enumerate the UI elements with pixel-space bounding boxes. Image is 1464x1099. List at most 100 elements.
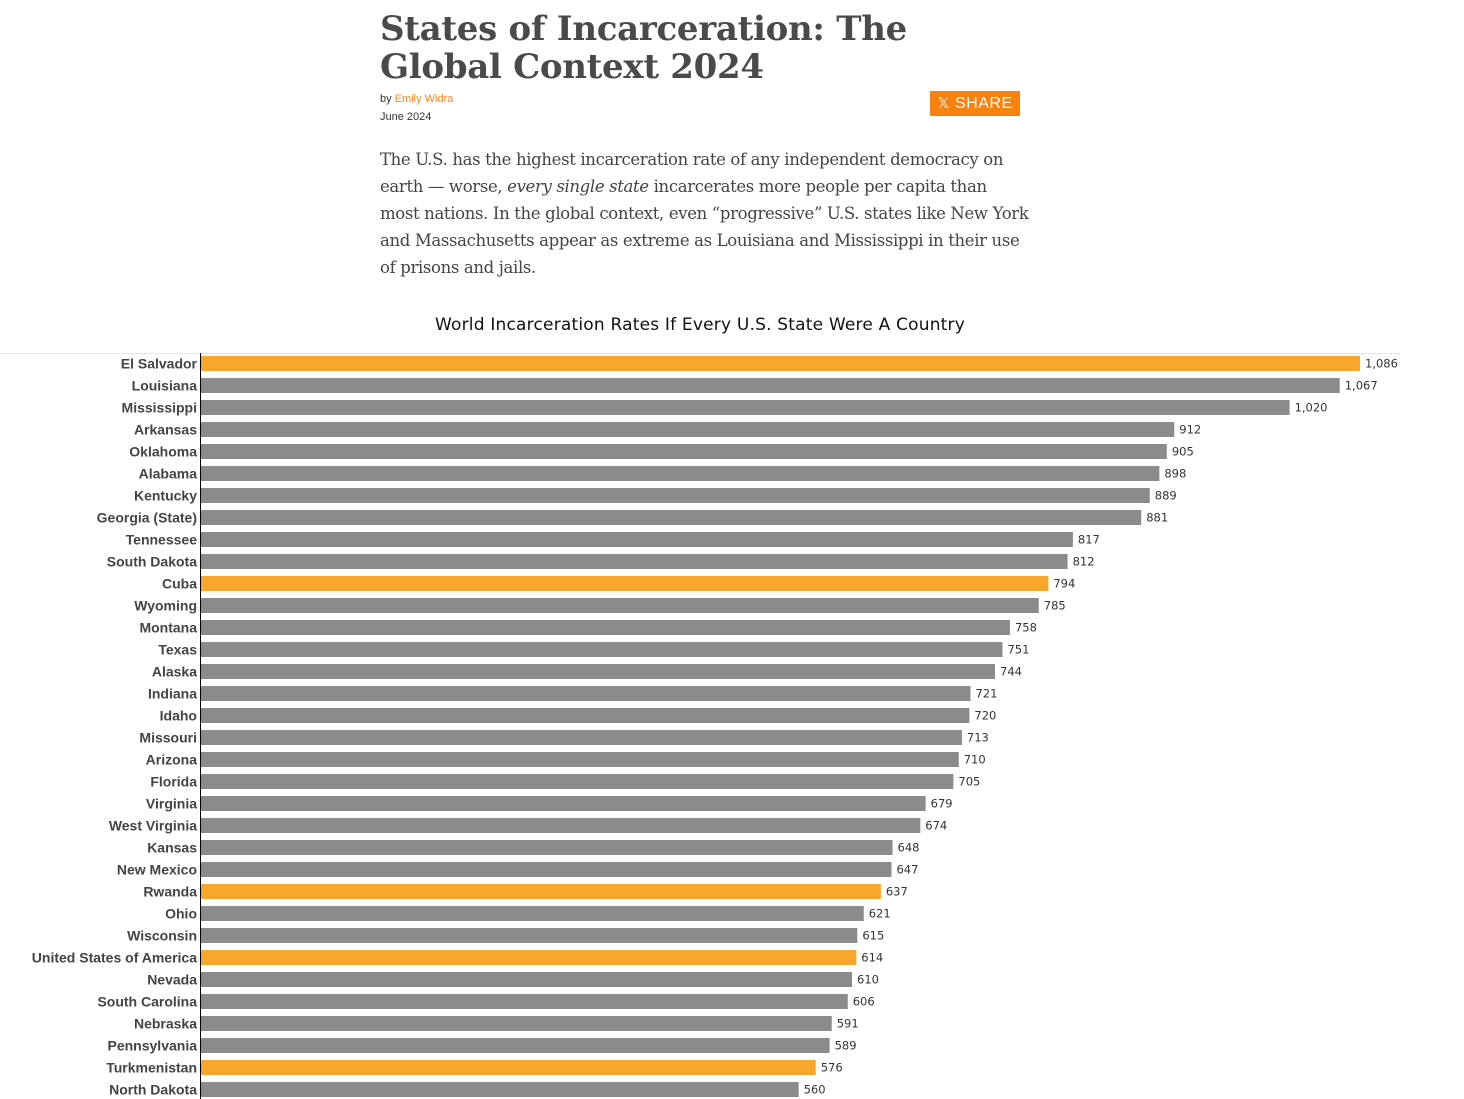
share-label: SHARE	[954, 95, 1013, 112]
category-label: Nebraska	[134, 1016, 197, 1032]
value-label: 1,086	[1365, 357, 1398, 371]
category-label: South Carolina	[97, 994, 197, 1010]
intro-paragraph: The U.S. has the highest incarceration r…	[380, 146, 1030, 281]
category-label: Alabama	[139, 466, 198, 482]
value-label: 758	[1015, 621, 1037, 635]
author-link[interactable]: Emily Widra	[394, 93, 454, 105]
value-label: 576	[821, 1061, 843, 1075]
category-label: North Dakota	[109, 1082, 197, 1098]
bar-indiana	[201, 686, 971, 701]
bar-new-mexico	[201, 862, 892, 877]
bar-south-dakota	[201, 554, 1068, 569]
bar-oklahoma	[201, 444, 1167, 459]
page-title: States of Incarceration: The Global Cont…	[380, 9, 907, 87]
value-label: 637	[886, 885, 908, 899]
value-label: 905	[1172, 445, 1194, 459]
category-label: Ohio	[165, 906, 197, 922]
bar-cuba	[201, 576, 1049, 591]
value-label: 710	[964, 753, 986, 767]
category-label: Mississippi	[122, 400, 197, 416]
bar-nebraska	[201, 1016, 832, 1031]
bar-missouri	[201, 730, 962, 745]
bar-nevada	[201, 972, 853, 987]
bar-rwanda	[201, 884, 881, 899]
bar-arizona	[201, 752, 959, 767]
bar-turkmenistan	[201, 1060, 816, 1075]
value-label: 591	[837, 1017, 859, 1031]
category-label: Cuba	[162, 576, 197, 592]
value-label: 898	[1164, 467, 1186, 481]
value-label: 713	[967, 731, 989, 745]
category-label: Florida	[150, 774, 197, 790]
category-label: Georgia (State)	[97, 510, 197, 526]
category-label: Arizona	[146, 752, 198, 768]
value-label: 674	[925, 819, 947, 833]
category-label: South Dakota	[107, 554, 197, 570]
category-label: Pennsylvania	[108, 1038, 198, 1054]
bar-wisconsin	[201, 928, 858, 943]
value-label: 881	[1146, 511, 1168, 525]
category-label: New Mexico	[117, 862, 197, 878]
category-label: El Salvador	[121, 356, 198, 372]
value-label: 744	[1000, 665, 1022, 679]
value-label: 560	[804, 1083, 826, 1097]
share-button[interactable]: 𝕏 SHARE	[930, 91, 1020, 116]
chart-divider	[0, 353, 1400, 354]
category-label: Montana	[139, 620, 197, 636]
bar-montana	[201, 620, 1010, 635]
value-label: 679	[931, 797, 953, 811]
value-label: 647	[896, 863, 918, 877]
category-label: West Virginia	[109, 818, 197, 834]
category-label: Turkmenistan	[106, 1060, 197, 1076]
bar-tennessee	[201, 532, 1073, 547]
value-label: 912	[1179, 423, 1201, 437]
value-label: 614	[861, 951, 883, 965]
category-label: Kentucky	[134, 488, 197, 504]
category-label: Arkansas	[134, 422, 197, 438]
byline: by Emily Widra	[380, 92, 1020, 106]
bar-wyoming	[201, 598, 1039, 613]
value-label: 720	[974, 709, 996, 723]
value-label: 610	[857, 973, 879, 987]
intro-emphasis: every single state	[507, 177, 649, 196]
category-label: Oklahoma	[129, 444, 197, 460]
category-label: Indiana	[148, 686, 197, 702]
value-label: 705	[958, 775, 980, 789]
value-label: 1,020	[1295, 401, 1328, 415]
category-label: Wyoming	[134, 598, 197, 614]
bar-south-carolina	[201, 994, 848, 1009]
value-label: 606	[853, 995, 875, 1009]
value-label: 889	[1155, 489, 1177, 503]
bar-chart: El Salvador 1,086 Louisiana 1,067 Mississipp…	[32, 353, 1398, 1099]
category-label: Virginia	[146, 796, 197, 812]
value-label: 785	[1044, 599, 1066, 613]
category-label: Nevada	[147, 972, 197, 988]
bar-ohio	[201, 906, 864, 921]
category-label: United States of America	[32, 950, 197, 966]
bar-virginia	[201, 796, 926, 811]
value-label: 615	[862, 929, 884, 943]
bar-georgia-state	[201, 510, 1142, 525]
bar-pennsylvania	[201, 1038, 830, 1053]
value-label: 621	[869, 907, 891, 921]
bar-texas	[201, 642, 1003, 657]
chart-title: World Incarceration Rates If Every U.S. …	[435, 315, 965, 335]
value-label: 589	[835, 1039, 857, 1053]
bar-idaho	[201, 708, 970, 723]
bar-kentucky	[201, 488, 1150, 503]
bar-louisiana	[201, 378, 1340, 393]
bar-el-salvador	[201, 356, 1360, 371]
bar-arkansas	[201, 422, 1175, 437]
value-label: 817	[1078, 533, 1100, 547]
bar-united-states-of-america	[201, 950, 857, 965]
intro-text-2: incarcerates more people per capita than…	[380, 177, 1029, 277]
category-label: Louisiana	[132, 378, 198, 394]
category-label: Missouri	[139, 730, 197, 746]
value-label: 648	[898, 841, 920, 855]
x-logo-icon: 𝕏	[937, 95, 950, 112]
category-label: Wisconsin	[127, 928, 197, 944]
value-label: 1,067	[1345, 379, 1378, 393]
bar-florida	[201, 774, 954, 789]
publish-date: June 2024	[380, 111, 432, 123]
value-label: 812	[1073, 555, 1095, 569]
